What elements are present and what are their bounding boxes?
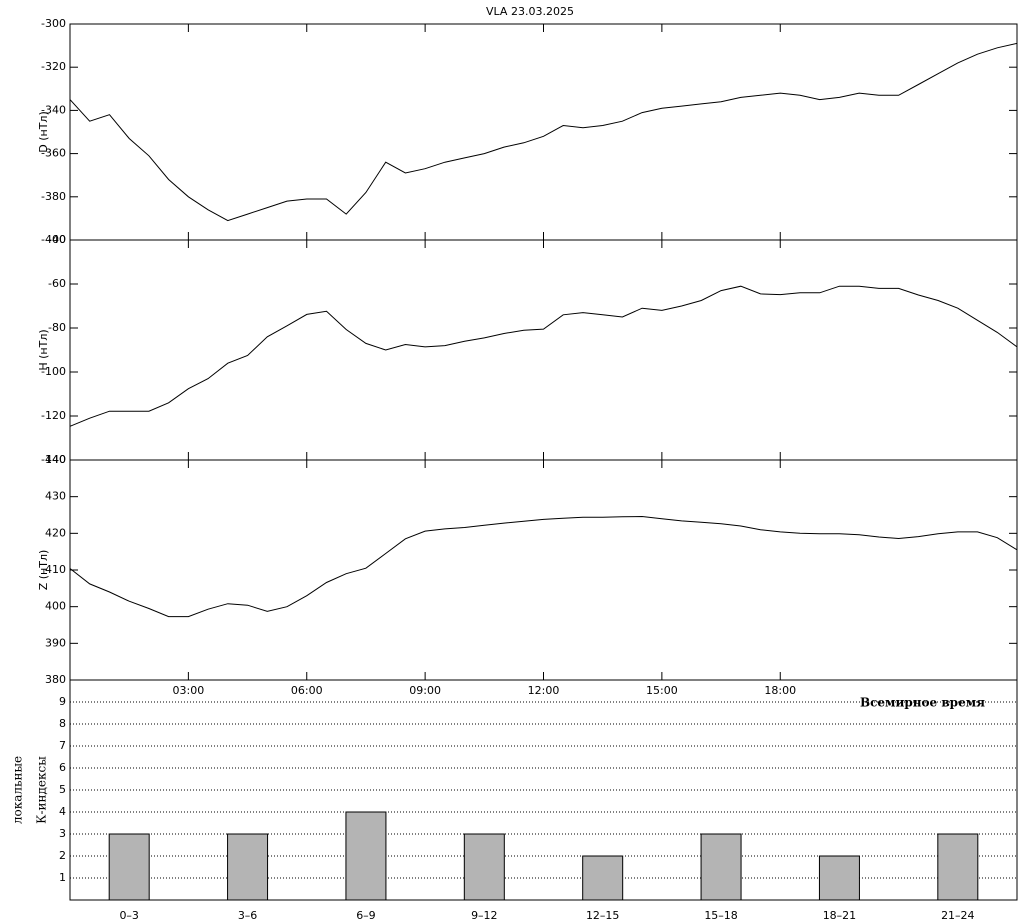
y-tick-label: -360 [41, 147, 66, 160]
y-tick-label: -140 [41, 453, 66, 466]
chart-title: VLA 23.03.2025 [486, 5, 574, 18]
y-tick-label: 6 [59, 761, 66, 774]
x-tick-label: 06:00 [291, 684, 323, 697]
bar [582, 855, 624, 901]
y-tick-label: 3 [59, 827, 66, 840]
bar [700, 833, 742, 901]
y-tick-label: 5 [59, 783, 66, 796]
panel-frame [69, 23, 1018, 241]
bar [108, 833, 150, 901]
x-tick-label: 18–21 [823, 909, 857, 921]
y-tick-label: -60 [48, 277, 66, 290]
bar [227, 833, 269, 901]
x-tick-label: 15–18 [704, 909, 738, 921]
data-line [69, 42, 1018, 222]
y-axis-label: локальные [11, 756, 25, 824]
y-tick-label: -380 [41, 190, 66, 203]
data-line [69, 285, 1018, 427]
bar [345, 811, 387, 901]
y-tick-label: 420 [45, 526, 66, 539]
x-tick-label: 03:00 [173, 684, 205, 697]
bar [818, 855, 860, 901]
x-tick-label: 0–3 [119, 909, 139, 921]
y-tick-label: 400 [45, 600, 66, 613]
y-tick-label: 390 [45, 636, 66, 649]
x-tick-label: 6–9 [356, 909, 376, 921]
y-tick-label: 7 [59, 739, 66, 752]
y-axis-label: D (нТл) [37, 111, 50, 153]
x-tick-label: 3–6 [238, 909, 258, 921]
bar [937, 833, 979, 901]
bar [463, 833, 505, 901]
y-tick-label: -300 [41, 17, 66, 30]
y-tick-label: -340 [41, 103, 66, 116]
y-tick-label: -80 [48, 321, 66, 334]
y-tick-label: 380 [45, 673, 66, 686]
x-tick-label: 21–24 [941, 909, 975, 921]
panel-frame [69, 239, 1018, 461]
x-tick-label: 12:00 [528, 684, 560, 697]
y-axis-label: H (нТл) [37, 329, 50, 370]
y-tick-label: -400 [41, 233, 66, 246]
x-tick-label: 18:00 [764, 684, 796, 697]
y-tick-label: 430 [45, 490, 66, 503]
data-line [69, 515, 1018, 618]
panel-frame [69, 459, 1018, 681]
x-tick-label: 9–12 [471, 909, 498, 921]
y-tick-label: 9 [59, 695, 66, 708]
y-tick-label: 440 [45, 453, 66, 466]
y-tick-label: -320 [41, 60, 66, 73]
y-tick-label: 4 [59, 805, 66, 818]
y-axis-label: Z (нТл) [37, 550, 50, 591]
y-tick-label: 1 [59, 871, 66, 884]
x-tick-label: 12–15 [586, 909, 620, 921]
x-tick-label: 09:00 [409, 684, 441, 697]
y-tick-label: -100 [41, 365, 66, 378]
y-tick-label: -40 [48, 233, 66, 246]
x-tick-label: 15:00 [646, 684, 678, 697]
y-tick-label: 2 [59, 849, 66, 862]
y-tick-label: 410 [45, 563, 66, 576]
y-axis-label: К-индексы [35, 756, 49, 824]
y-tick-label: 8 [59, 717, 66, 730]
y-tick-label: -120 [41, 409, 66, 422]
